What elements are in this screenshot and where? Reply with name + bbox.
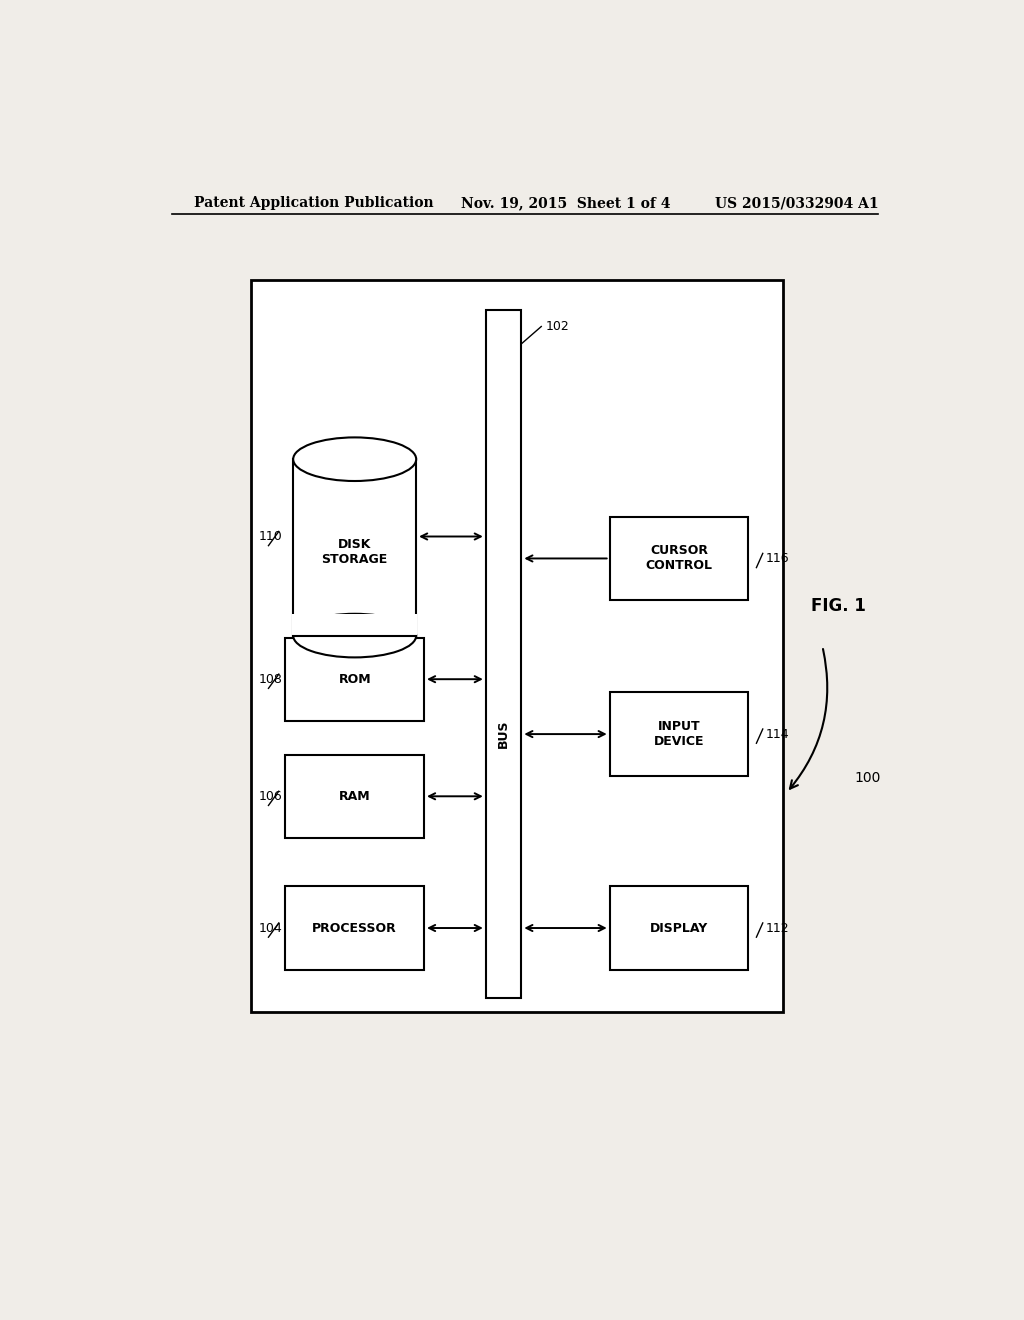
Text: CURSOR
CONTROL: CURSOR CONTROL	[645, 544, 713, 573]
Text: INPUT
DEVICE: INPUT DEVICE	[653, 721, 705, 748]
Text: DISPLAY: DISPLAY	[650, 921, 709, 935]
Bar	[286, 886, 424, 970]
Bar	[286, 638, 424, 721]
Bar	[609, 886, 749, 970]
Text: 102: 102	[545, 319, 569, 333]
Bar	[609, 693, 749, 776]
Ellipse shape	[293, 614, 416, 657]
Text: 106: 106	[259, 789, 283, 803]
Text: PROCESSOR: PROCESSOR	[312, 921, 397, 935]
Text: 112: 112	[766, 921, 790, 935]
Bar	[251, 280, 782, 1012]
Text: DISK
STORAGE: DISK STORAGE	[322, 539, 388, 566]
Bar	[485, 310, 521, 998]
Text: 110: 110	[259, 531, 283, 543]
Bar	[293, 614, 417, 636]
Text: 108: 108	[259, 673, 283, 685]
Text: 114: 114	[766, 727, 790, 741]
Text: Nov. 19, 2015  Sheet 1 of 4: Nov. 19, 2015 Sheet 1 of 4	[461, 197, 671, 210]
Text: RAM: RAM	[339, 789, 371, 803]
Text: FIG. 1: FIG. 1	[811, 597, 865, 615]
Text: Patent Application Publication: Patent Application Publication	[194, 197, 433, 210]
Text: US 2015/0332904 A1: US 2015/0332904 A1	[715, 197, 879, 210]
Text: 116: 116	[766, 552, 790, 565]
Text: ROM: ROM	[338, 673, 371, 685]
Text: BUS: BUS	[497, 719, 510, 748]
Bar	[609, 517, 749, 601]
Bar	[286, 755, 424, 838]
Text: 100: 100	[854, 771, 881, 785]
Ellipse shape	[293, 437, 416, 480]
Text: 104: 104	[259, 921, 283, 935]
